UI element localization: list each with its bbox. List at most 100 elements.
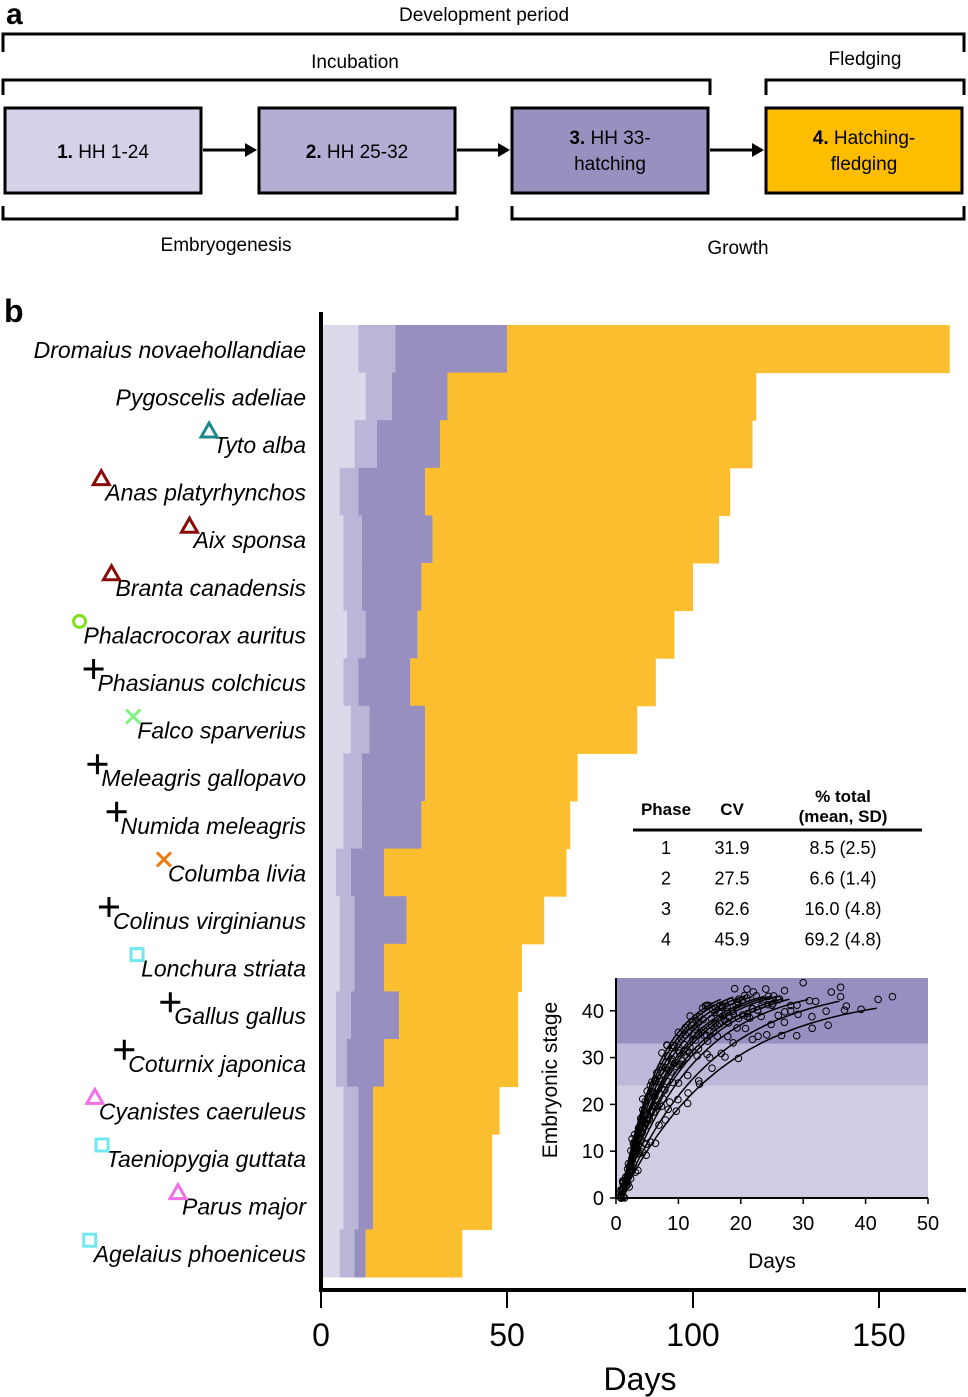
x-tick-label: 50 — [489, 1317, 525, 1353]
bar-row — [321, 896, 545, 945]
bar-segment-phase-2 — [343, 753, 362, 802]
data-point — [674, 1095, 682, 1104]
bar-segment-phase-2 — [335, 991, 351, 1040]
data-point — [827, 988, 836, 996]
bar-segment-phase-2 — [343, 515, 362, 564]
data-point — [642, 1151, 651, 1159]
bar-row — [321, 325, 950, 374]
table-row: 3 62.6 16.0 (4.8) — [661, 899, 882, 919]
data-point — [728, 1007, 737, 1016]
data-point — [657, 1102, 666, 1111]
stage-box-label: 1. HH 1-24 — [57, 142, 149, 163]
inset-growth-plot: 0 10 20 30 40 50 0 10 20 30 40 Days Embryonic stage — [539, 978, 939, 1273]
data-point — [694, 1077, 703, 1085]
table-cell: 16.0 (4.8) — [804, 899, 881, 919]
data-point — [874, 995, 882, 1004]
data-point — [748, 1035, 757, 1044]
bar-segment-phase-1 — [321, 753, 344, 802]
data-point — [665, 1066, 673, 1075]
x-tick-label: 150 — [852, 1317, 905, 1353]
bar-segment-phase-2 — [343, 563, 362, 612]
panel-b-label: b — [4, 293, 24, 329]
data-point — [740, 991, 749, 1000]
data-point — [684, 1089, 692, 1097]
bar-row — [321, 1134, 493, 1183]
table-cell: 69.2 (4.8) — [804, 930, 881, 950]
bar-segment-phase-3 — [365, 610, 418, 659]
growth-bracket — [510, 206, 966, 221]
data-point — [695, 1080, 704, 1088]
species-label: Dromaius novaehollandiae — [34, 337, 306, 363]
data-point — [836, 992, 845, 1001]
bar-segment-phase-4 — [425, 467, 731, 516]
species-label: Aix sponsa — [191, 527, 306, 553]
data-point — [683, 1099, 692, 1108]
inset-y-tick-label: 40 — [582, 1001, 604, 1023]
bar-segment-phase-2 — [343, 1086, 359, 1135]
species-label: Falco sparverius — [137, 718, 306, 744]
data-point — [808, 1012, 816, 1021]
bar-segment-phase-3 — [350, 848, 385, 897]
inset-x-axis-label: Days — [748, 1250, 796, 1273]
table-cell: 2 — [661, 869, 671, 889]
triangle-marker-icon — [178, 515, 201, 534]
data-point — [824, 1021, 833, 1029]
bar-row — [321, 991, 519, 1040]
data-point — [721, 1053, 729, 1061]
x-axis-label: Days — [604, 1361, 677, 1397]
data-point — [663, 1041, 671, 1049]
data-point — [670, 1042, 679, 1051]
bar-row — [321, 467, 731, 516]
data-point — [759, 997, 767, 1005]
data-point — [703, 1001, 711, 1010]
bar-segment-phase-3 — [376, 420, 441, 469]
arrow-head-icon — [245, 143, 257, 157]
fledging-label: Fledging — [829, 49, 902, 70]
stage-box-rect — [257, 106, 457, 195]
species-label: Gallus gallus — [174, 1003, 306, 1029]
bar-row — [321, 372, 757, 421]
stage-range: Hatching- — [834, 128, 915, 149]
data-point — [634, 1166, 642, 1175]
bar-segment-phase-3 — [358, 1134, 374, 1183]
fit-curve — [620, 995, 753, 1199]
table-cell: 8.5 (2.5) — [809, 838, 876, 858]
bar-segment-phase-4 — [440, 420, 753, 469]
inset-x-tick-label: 0 — [610, 1213, 621, 1235]
data-point — [741, 1024, 750, 1033]
data-point — [713, 1032, 722, 1040]
fit-curve — [620, 1000, 840, 1199]
stage-box-label: 2. HH 25-32 — [306, 142, 408, 163]
bar-segment-phase-3 — [350, 991, 400, 1040]
panel-a-label: a — [6, 0, 23, 31]
table-cell: 27.5 — [714, 869, 749, 889]
data-point — [754, 1032, 762, 1041]
bar-segment-phase-4 — [417, 610, 675, 659]
bar-segment-phase-4 — [384, 1039, 519, 1088]
plus-marker-icon — [114, 1039, 135, 1060]
species-label: Numida meleagris — [121, 813, 307, 839]
data-point — [794, 1010, 802, 1019]
data-point — [733, 1024, 741, 1032]
data-point — [724, 1032, 732, 1041]
table-header-cell: Phase — [641, 800, 691, 819]
data-point — [700, 1032, 709, 1040]
bar-segment-phase-4 — [373, 1181, 493, 1230]
data-point — [664, 1052, 672, 1060]
x-marker-icon — [125, 708, 142, 725]
data-point — [769, 992, 778, 1000]
bar-segment-phase-2 — [365, 372, 392, 421]
bar-segment-phase-3 — [361, 563, 422, 612]
table-cell: 4 — [661, 930, 671, 950]
stage-box-4: 4. Hatching-fledging — [764, 106, 964, 195]
bar-segment-phase-3 — [358, 1086, 374, 1135]
table-cell: 3 — [661, 899, 671, 919]
plus-marker-icon — [83, 659, 104, 679]
arrow-head-icon — [498, 143, 510, 157]
bar-segment-phase-1 — [321, 801, 344, 850]
bar-segment-phase-3 — [361, 753, 426, 802]
bar-row — [321, 1039, 519, 1088]
stage-box-2: 2. HH 25-32 — [257, 106, 457, 195]
fit-curve — [620, 998, 790, 1199]
